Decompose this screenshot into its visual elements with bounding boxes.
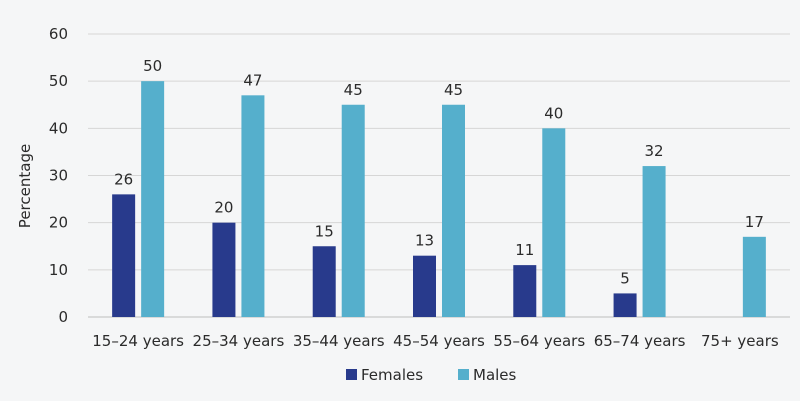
legend-swatch-males (458, 369, 469, 380)
legend-label-males: Males (473, 366, 517, 384)
data-label: 11 (515, 241, 534, 259)
bar-females (613, 293, 637, 317)
bar-males (542, 128, 566, 317)
data-label: 15 (315, 222, 334, 240)
bar-males (241, 95, 265, 317)
data-label: 26 (114, 170, 133, 188)
data-label: 47 (243, 71, 262, 89)
bar-females (413, 255, 436, 317)
bar-females (212, 222, 236, 317)
bar-males (141, 81, 165, 318)
y-axis-ticks: 0 10 20 30 40 50 60 (49, 25, 68, 326)
data-label: 13 (415, 232, 434, 250)
legend: Females Males (346, 366, 517, 384)
bars: 26 50 20 47 15 45 13 45 11 40 5 32 17 (112, 57, 766, 318)
x-axis-ticks: 15–24 years 25–34 years 35–44 years 45–54 y… (92, 332, 779, 350)
x-tick-label: 25–34 years (193, 332, 285, 350)
bar-males (341, 104, 365, 317)
data-label: 32 (645, 142, 664, 160)
y-tick-label: 20 (49, 214, 68, 232)
x-tick-label: 75+ years (701, 332, 779, 350)
data-label: 20 (214, 199, 233, 217)
legend-label-females: Females (361, 366, 423, 384)
y-tick-label: 60 (49, 25, 68, 43)
y-tick-label: 0 (58, 308, 68, 326)
x-tick-label: 35–44 years (293, 332, 385, 350)
y-tick-label: 10 (49, 261, 68, 279)
data-label: 40 (544, 104, 563, 122)
y-tick-label: 50 (49, 72, 68, 90)
data-label: 45 (344, 81, 363, 99)
y-tick-label: 30 (49, 167, 68, 185)
gridlines (88, 33, 790, 318)
bar-males (642, 166, 666, 317)
x-tick-label: 65–74 years (594, 332, 686, 350)
bar-females (513, 265, 537, 317)
bar-males (742, 236, 766, 317)
x-tick-label: 15–24 years (92, 332, 184, 350)
y-axis-label: Percentage (16, 144, 34, 228)
bar-females (312, 246, 336, 317)
legend-swatch-females (346, 369, 357, 380)
data-label: 5 (620, 269, 630, 287)
data-label: 17 (745, 213, 764, 231)
data-label: 50 (143, 57, 162, 75)
data-label: 45 (444, 81, 463, 99)
x-tick-label: 55–64 years (493, 332, 585, 350)
y-tick-label: 40 (49, 119, 68, 137)
bar-females (112, 194, 136, 317)
bar-males (442, 104, 465, 317)
x-tick-label: 45–54 years (393, 332, 485, 350)
